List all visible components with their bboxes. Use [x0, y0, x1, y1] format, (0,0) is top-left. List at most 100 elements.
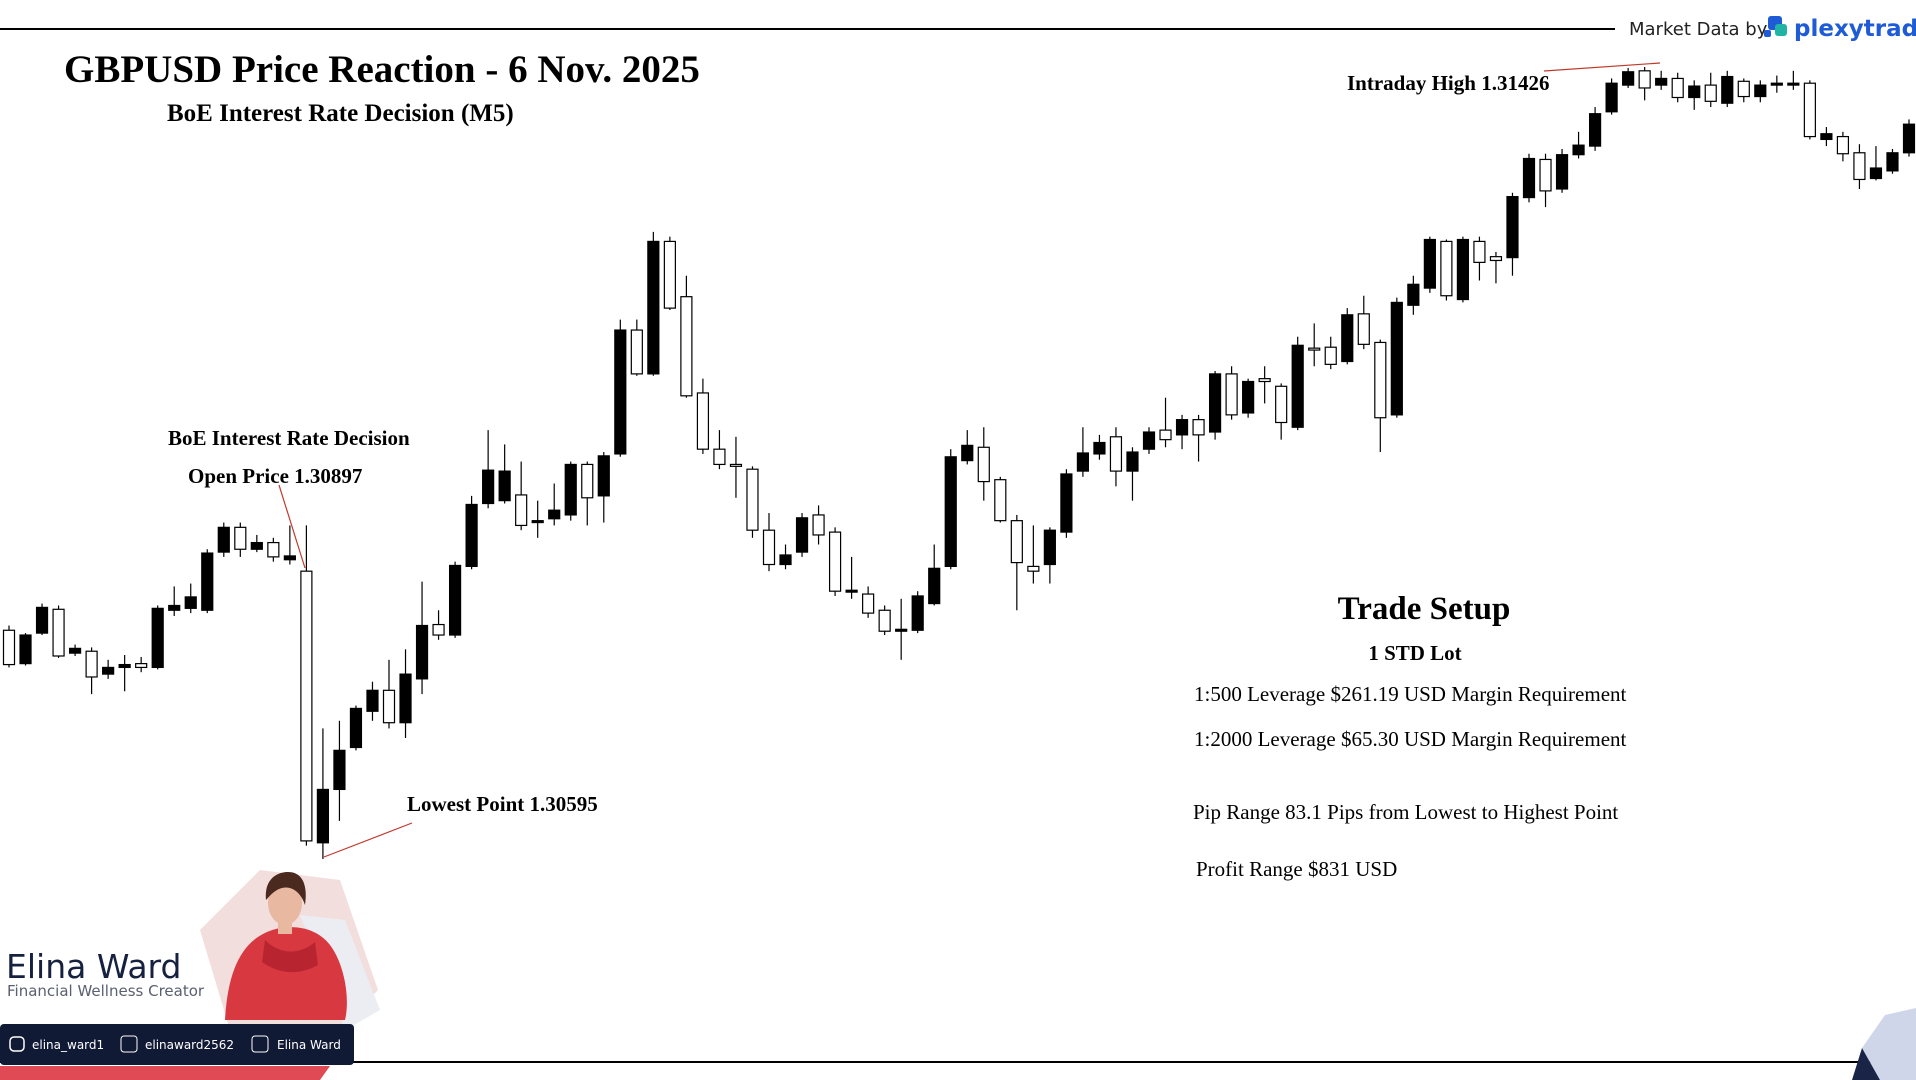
- social-handle[interactable]: elinaward2562: [145, 1038, 234, 1052]
- candle-body: [1820, 133, 1833, 141]
- candle-body: [1704, 84, 1717, 102]
- candle-body: [1737, 80, 1750, 98]
- candle-body: [1655, 77, 1668, 86]
- candle-body: [366, 689, 379, 712]
- candle-body: [1588, 113, 1602, 147]
- candle-body: [812, 514, 825, 536]
- candle-body: [1093, 441, 1106, 455]
- candle-body: [1754, 84, 1767, 98]
- setup-line: Pip Range 83.1 Pips from Lowest to Highe…: [1193, 800, 1618, 824]
- candle-body: [845, 589, 858, 593]
- candle-body: [1258, 378, 1271, 383]
- candle-body: [1423, 238, 1436, 289]
- candle-body: [548, 509, 561, 520]
- candle-body: [1324, 346, 1337, 365]
- candle-body: [531, 520, 544, 524]
- candle-body: [1539, 158, 1552, 192]
- candle-body: [151, 607, 164, 669]
- candle-body: [1407, 283, 1420, 306]
- annotation: BoE Interest Rate Decision: [168, 426, 410, 450]
- facebook-icon: [251, 1035, 269, 1053]
- setup-line: Profit Range $831 USD: [1196, 857, 1397, 881]
- candle-body: [1770, 82, 1783, 86]
- candle-body: [168, 604, 181, 611]
- candle-body: [1043, 529, 1056, 566]
- setup-subtitle: 1 STD Lot: [1368, 641, 1461, 665]
- candle-body: [1109, 436, 1123, 472]
- candle-body: [465, 503, 478, 568]
- candle-body: [1142, 431, 1156, 450]
- candle-body: [498, 470, 511, 502]
- annotation: Open Price 1.30897: [188, 464, 362, 488]
- instagram-icon: [9, 1036, 25, 1052]
- candle-body: [1555, 154, 1569, 190]
- candle-body: [234, 526, 247, 550]
- candle-body: [1242, 380, 1255, 414]
- x-icon: [120, 1035, 138, 1053]
- creator-badge: Elina Ward Financial Wellness Creator el…: [0, 870, 380, 1080]
- candle-body: [267, 541, 280, 558]
- candle-body: [217, 526, 230, 553]
- candle-body: [250, 541, 263, 550]
- candle-body: [1374, 341, 1387, 419]
- candle-body: [1175, 419, 1189, 436]
- social-handle[interactable]: elina_ward1: [32, 1038, 104, 1052]
- candle-body: [1060, 473, 1073, 533]
- candle-body: [1027, 565, 1040, 572]
- candle-body: [432, 623, 445, 636]
- candle-body: [1622, 71, 1635, 86]
- candle-body: [779, 554, 792, 566]
- candle-body: [564, 463, 577, 516]
- candle-body: [482, 469, 495, 505]
- candle-body: [696, 392, 710, 450]
- candle-body: [1159, 429, 1172, 441]
- candle-body: [977, 446, 990, 483]
- candle-body: [201, 552, 214, 611]
- candle-body: [399, 673, 412, 724]
- candle-body: [349, 707, 363, 749]
- annotation-leader: [1543, 62, 1661, 72]
- annotation: Lowest Point 1.30595: [407, 792, 598, 816]
- candle-body: [1275, 385, 1288, 424]
- candle-body: [581, 463, 594, 499]
- candle-body: [135, 663, 148, 669]
- candle-body: [729, 463, 743, 467]
- candle-body: [1869, 167, 1883, 180]
- candle-body: [1341, 314, 1354, 363]
- candle-body: [1853, 152, 1866, 181]
- brand-name: plexytrade: [1794, 16, 1916, 42]
- candle-body: [85, 650, 98, 678]
- setup-title: Trade Setup: [1338, 591, 1511, 627]
- candle-body: [68, 647, 82, 654]
- candle-body: [515, 494, 528, 527]
- annotation-leader: [323, 822, 413, 858]
- candle-body: [795, 517, 809, 553]
- candle-body: [1308, 347, 1321, 351]
- candle-body: [911, 595, 924, 631]
- candle-body: [647, 240, 660, 375]
- candle-body: [1836, 135, 1850, 155]
- candle-body: [663, 240, 676, 309]
- candle-body: [762, 529, 776, 566]
- candle-body: [828, 531, 842, 592]
- candle-body: [118, 663, 131, 669]
- candle-body: [1192, 419, 1205, 436]
- candle-body: [1291, 344, 1304, 428]
- candles: [2, 67, 1916, 859]
- candle-body: [1010, 520, 1023, 564]
- candle-body: [878, 609, 891, 632]
- chart-subtitle: BoE Interest Rate Decision (M5): [167, 100, 514, 127]
- social-handle[interactable]: Elina Ward: [277, 1038, 341, 1052]
- portrait: [225, 872, 347, 1020]
- candle-body: [614, 329, 627, 455]
- candle-body: [1126, 451, 1139, 472]
- chart-title: GBPUSD Price Reaction - 6 Nov. 2025: [64, 48, 700, 91]
- candle-body: [680, 296, 693, 397]
- candle-body: [1225, 373, 1238, 416]
- candle-body: [1605, 82, 1618, 113]
- candle-body: [1572, 144, 1585, 156]
- candle-body: [1456, 238, 1470, 301]
- candle-body: [382, 689, 396, 724]
- candle-body: [2, 629, 16, 666]
- candle-body: [1208, 373, 1222, 433]
